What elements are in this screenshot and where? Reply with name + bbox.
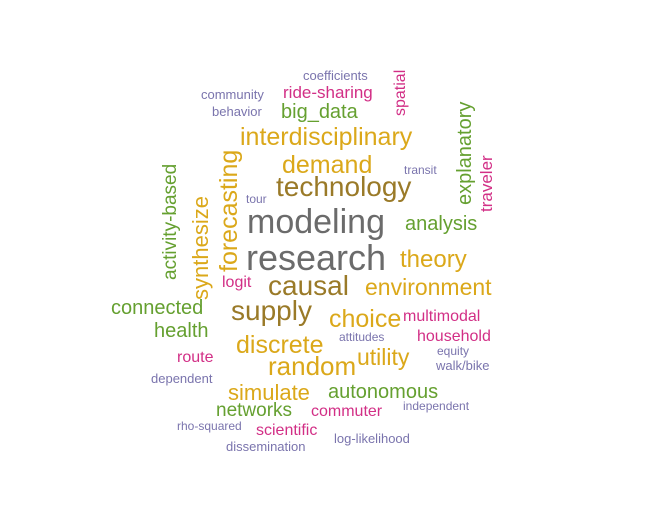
- word-simulate: simulate: [228, 380, 310, 405]
- word-analysis: analysis: [405, 213, 478, 235]
- word-synthesize: synthesize: [188, 196, 213, 300]
- word-rho-squared: rho-squared: [177, 419, 242, 433]
- word-behavior: behavior: [212, 104, 262, 119]
- word-utility: utility: [357, 344, 410, 370]
- word-transit: transit: [404, 163, 437, 177]
- word-causal: causal: [268, 270, 349, 301]
- word-choice: choice: [329, 305, 402, 333]
- word-explanatory: explanatory: [454, 101, 476, 205]
- word-log-likelihood: log-likelihood: [334, 431, 410, 446]
- word-big-data: big_data: [281, 101, 358, 123]
- word-forecasting: forecasting: [215, 149, 243, 272]
- word-theory: theory: [400, 246, 467, 273]
- word-interdisciplinary: interdisciplinary: [240, 123, 413, 151]
- word-activity-based: activity-based: [160, 163, 181, 280]
- word-demand: demand: [282, 151, 373, 179]
- word-random: random: [268, 351, 357, 381]
- word-networks: networks: [216, 400, 293, 421]
- word-dependent: dependent: [151, 371, 213, 386]
- word-independent: independent: [403, 399, 470, 413]
- word-spatial: spatial: [392, 69, 409, 116]
- word-coefficients: coefficients: [303, 68, 368, 83]
- word-connected: connected: [111, 297, 204, 319]
- word-modeling: modeling: [247, 203, 385, 241]
- word-logit: logit: [222, 274, 252, 291]
- word-tour: tour: [246, 192, 267, 206]
- word-technology: technology: [276, 171, 412, 202]
- word-equity: equity: [437, 344, 470, 358]
- word-scientific: scientific: [256, 422, 318, 439]
- word-ride-sharing: ride-sharing: [283, 83, 373, 102]
- word-research: research: [246, 237, 387, 278]
- word-autonomous: autonomous: [328, 381, 439, 403]
- word-community: community: [201, 87, 264, 102]
- word-dissemination: dissemination: [226, 439, 306, 454]
- word-environment: environment: [365, 274, 492, 300]
- word-household: household: [417, 328, 491, 345]
- word-supply: supply: [231, 295, 312, 326]
- word-route: route: [177, 349, 214, 366]
- word-commuter: commuter: [311, 403, 383, 420]
- word-health: health: [154, 320, 209, 342]
- word-multimodal: multimodal: [403, 308, 481, 325]
- word-traveler: traveler: [477, 155, 496, 212]
- word-attitudes: attitudes: [339, 330, 385, 344]
- word-discrete: discrete: [236, 331, 324, 359]
- word-walk-bike: walk/bike: [436, 358, 490, 373]
